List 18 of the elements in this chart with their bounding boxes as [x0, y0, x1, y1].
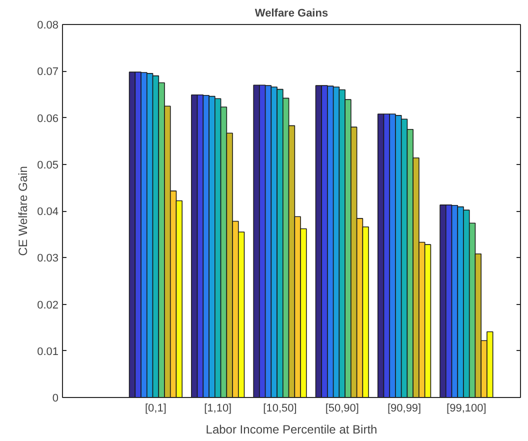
y-tick-label: 0.04 [37, 206, 59, 218]
y-tick-label: 0.06 [37, 112, 59, 125]
y-axis-title: CE Welfare Gain [16, 166, 30, 256]
x-tick-label: [50,90] [325, 402, 359, 414]
chart-title: Welfare Gains [254, 8, 328, 20]
y-tick-label: 0 [52, 392, 59, 404]
y-tick-label: 0.03 [37, 252, 59, 265]
x-tick-label: [0,1] [145, 402, 166, 414]
y-tick-label: 0.01 [37, 346, 59, 358]
x-tick-label: [90,99] [387, 402, 422, 414]
x-tick-label: [99,100] [446, 402, 486, 414]
y-tick-label: 0.08 [37, 20, 59, 32]
x-axis-title: Labor Income Percentile at Birth [206, 422, 378, 436]
x-tick-label: [1,10] [204, 402, 232, 414]
y-tick-label: 0.02 [37, 299, 59, 312]
x-tick-label: [10,50] [263, 402, 297, 414]
y-tick-label: 0.05 [37, 159, 59, 172]
y-tick-label: 0.07 [37, 66, 59, 78]
